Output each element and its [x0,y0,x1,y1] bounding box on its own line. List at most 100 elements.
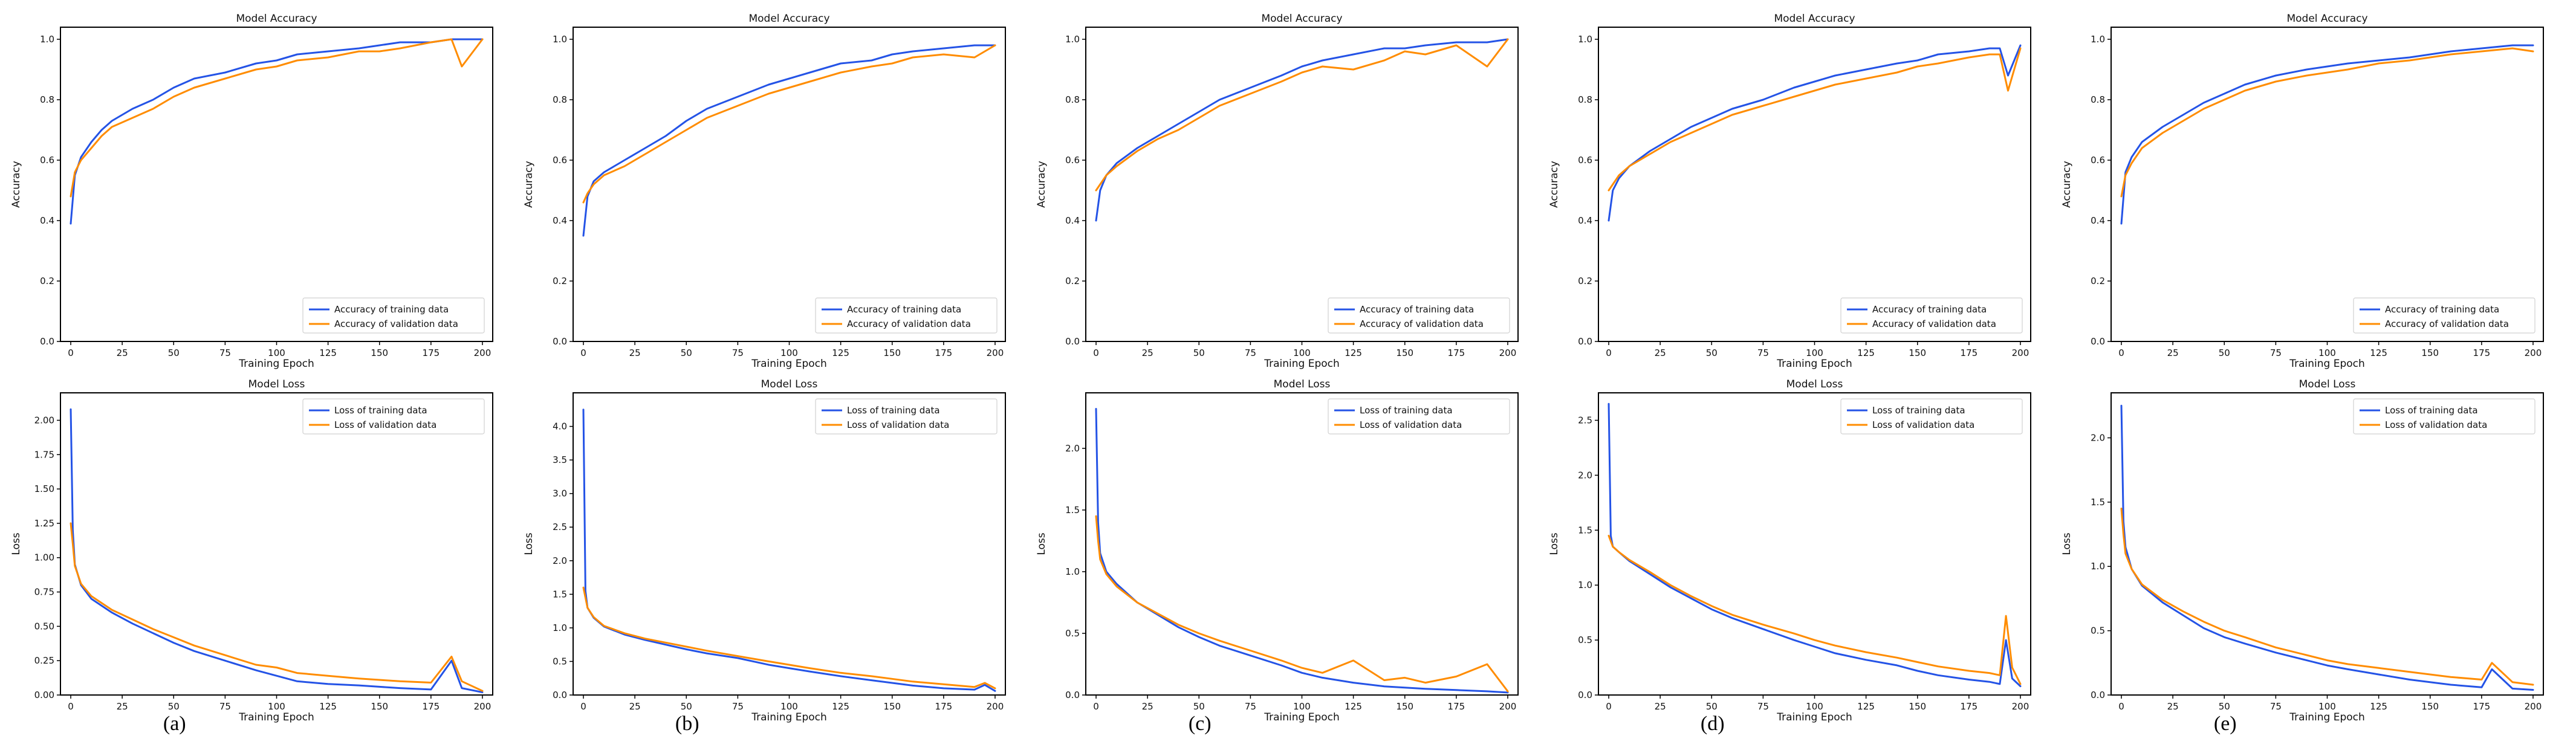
x-axis-label: Training Epoch [1776,358,1852,370]
x-tick-label: 0 [2118,701,2124,712]
chart-title: Model Accuracy [2286,13,2367,25]
x-tick-label: 200 [1499,348,1517,358]
y-tick-label: 1.0 [553,34,567,45]
legend: Loss of training data Loss of validation … [2353,398,2535,435]
plot-frame [60,392,493,696]
panel-label: (e) [2214,713,2237,735]
x-tick-label: 75 [219,348,231,358]
y-axis-label: Accuracy [1548,161,1560,208]
training-series-line [582,44,996,237]
x-tick-label: 175 [935,348,953,358]
y-tick-label: 2.00 [34,415,54,425]
validation-series-line [582,586,996,690]
legend-training-label: Loss of training data [334,405,427,416]
plot-frame [1085,27,1519,342]
y-tick-label: 2.5 [1578,415,1592,425]
x-tick-label: 0 [580,348,586,358]
chart-title: Model Accuracy [1261,13,1342,25]
x-tick-label: 25 [117,701,128,712]
chart-title: Model Loss [2299,378,2356,390]
x-axis-label: Training Epoch [751,358,827,370]
x-tick-label: 75 [1757,701,1769,712]
x-tick-label: 75 [1245,701,1256,712]
x-tick-label: 175 [1961,348,1978,358]
y-axis-label: Accuracy [1036,161,1048,208]
x-tick-label: 175 [2473,701,2491,712]
training-series-line [1608,44,2022,222]
x-tick-label: 150 [1909,701,1926,712]
legend-box [1840,297,2023,334]
legend: Accuracy of training data Accuracy of val… [1328,297,1510,334]
x-tick-label: 75 [219,701,231,712]
x-axis-label: Training Epoch [1264,358,1340,370]
y-tick-label: 0.8 [553,94,567,105]
y-tick-label: 2.0 [2091,432,2105,443]
legend: Accuracy of training data Accuracy of val… [1840,297,2023,334]
x-tick-label: 100 [268,348,285,358]
y-tick-label: 0.4 [2091,215,2105,226]
legend: Accuracy of training data Accuracy of val… [302,297,485,334]
x-tick-label: 50 [168,701,180,712]
y-tick-label: 0.0 [1065,690,1080,700]
x-tick-label: 200 [2012,701,2029,712]
x-tick-label: 175 [423,701,440,712]
chart-accuracy-4: Model Accuracy 0 25 50 75 100 125 150 175 200 0.0 0… [2061,13,2544,370]
y-tick-label: 0.5 [1578,635,1592,645]
x-tick-label: 25 [2167,701,2179,712]
chart-loss-2: Model Loss 0 25 50 75 100 125 150 175 200 0.0 0.5 1.… [1036,378,1519,735]
y-tick-label: 1.50 [34,483,54,494]
legend-training-label: Accuracy of training data [1360,304,1474,315]
x-tick-label: 50 [2219,701,2230,712]
x-tick-label: 50 [681,348,692,358]
training-series-line [1095,38,1509,222]
y-tick-label: 1.0 [2091,561,2105,572]
x-tick-label: 200 [474,348,492,358]
x-tick-label: 150 [1909,348,1926,358]
validation-series-line [70,38,484,198]
legend-box [2353,297,2535,334]
legend-validation-label: Accuracy of validation data [1360,318,1484,329]
y-tick-label: 0.2 [553,276,567,286]
y-tick-label: 3.5 [553,454,567,465]
y-axis-label: Loss [10,532,22,555]
x-tick-label: 75 [732,701,744,712]
x-tick-label: 200 [474,701,492,712]
x-tick-label: 75 [1757,348,1769,358]
y-axis-label: Loss [1548,532,1560,555]
y-tick-label: 0.0 [40,336,54,347]
x-tick-label: 0 [1093,701,1099,712]
plot-frame [60,27,493,342]
y-axis-label: Accuracy [2061,161,2073,208]
panel-label: (d) [1701,713,1725,735]
y-tick-label: 0.6 [553,155,567,166]
chart-loss-4: Model Loss 0 25 50 75 100 125 150 175 200 0.0 0.5 1.… [2061,378,2544,735]
x-tick-label: 50 [2219,348,2230,358]
x-tick-label: 100 [1806,701,1823,712]
panel-label: (b) [675,713,699,735]
x-tick-label: 0 [1606,701,1612,712]
y-tick-label: 0.6 [40,155,54,166]
legend-box [1840,398,2023,435]
legend-validation-label: Loss of validation data [334,419,436,430]
legend-box [1328,297,1510,334]
legend-box [1328,398,1510,435]
x-tick-label: 50 [1193,701,1205,712]
chart-loss-3: Model Loss 0 25 50 75 100 125 150 175 200 0.0 0.5 1.… [1548,378,2031,735]
x-tick-label: 50 [1706,348,1718,358]
y-axis-label: Accuracy [523,161,535,208]
y-tick-label: 1.0 [1065,566,1080,577]
x-tick-label: 175 [423,348,440,358]
legend-validation-label: Accuracy of validation data [334,318,458,329]
validation-series-line [70,522,484,692]
y-tick-label: 0.0 [1578,690,1592,700]
x-tick-label: 125 [1857,701,1875,712]
legend-box [815,297,998,334]
legend-training-label: Loss of training data [1360,405,1453,416]
y-tick-label: 4.0 [553,421,567,432]
y-axis-label: Loss [2061,532,2073,555]
x-tick-label: 125 [2370,348,2387,358]
x-tick-label: 25 [1655,348,1666,358]
chart-accuracy-3: Model Accuracy 0 25 50 75 100 125 150 175 200 0.0 0… [1548,13,2031,370]
x-tick-label: 125 [832,701,849,712]
x-tick-label: 200 [2012,348,2029,358]
